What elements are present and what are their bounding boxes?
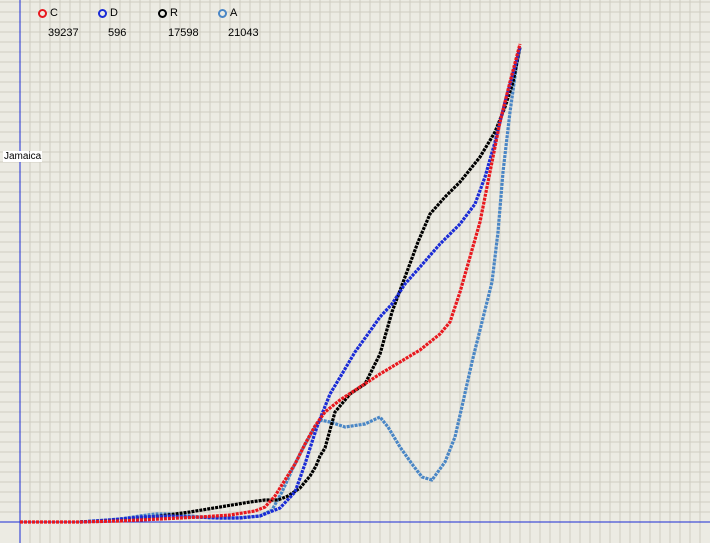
legend-label-c: C — [50, 7, 58, 19]
legend-count-d: 596 — [108, 27, 127, 39]
series-layer — [20, 43, 522, 524]
legend-label-a: A — [230, 7, 238, 19]
series-line-a — [79, 46, 522, 524]
country-label: Jamaica — [3, 151, 43, 162]
legend-marker-a — [218, 9, 227, 18]
series-line-r — [79, 46, 522, 524]
legend-marker-c — [38, 9, 47, 18]
legend-marker-r — [158, 9, 167, 18]
series-line-c — [20, 43, 522, 524]
legend-label-r: R — [170, 7, 178, 19]
legend-count-r: 17598 — [168, 27, 199, 39]
legend-count-a: 21043 — [228, 27, 259, 39]
legend-label-d: D — [110, 7, 118, 19]
legend-marker-d — [98, 9, 107, 18]
legend: C 39237 D 596 R 17598 A 21043 — [0, 7, 710, 43]
legend-count-c: 39237 — [48, 27, 79, 39]
